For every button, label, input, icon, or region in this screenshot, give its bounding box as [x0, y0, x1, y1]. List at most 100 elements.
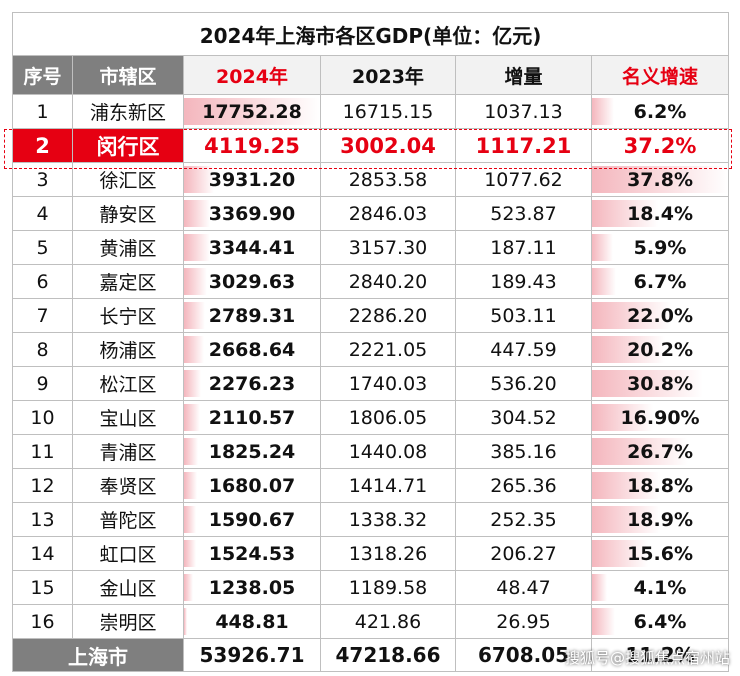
cell-text: 1238.05	[208, 576, 296, 599]
cell: 30.8%	[590, 366, 730, 401]
cell-text: 1825.24	[208, 440, 296, 463]
cell-text: 松江区	[99, 374, 157, 396]
cell: 3344.41	[183, 230, 321, 265]
cell: 15.6%	[590, 536, 730, 571]
cell: 421.86	[320, 604, 456, 639]
cell-text: 7	[36, 304, 49, 327]
cell: 252.35	[455, 502, 592, 537]
data-row: 10 宝山区 2110.57 1806.05 304.52 16.90%	[12, 400, 730, 435]
cell: 17752.28	[183, 94, 321, 129]
cell-text: 22.0%	[627, 304, 693, 327]
cell-text: 385.16	[490, 440, 557, 463]
cell: 304.52	[455, 400, 592, 435]
total-cell: 上海市	[12, 638, 184, 672]
cell-text: 1740.03	[348, 372, 428, 395]
cell: 虹口区	[72, 536, 184, 571]
data-row: 11 青浦区 1825.24 1440.08 385.16 26.7%	[12, 434, 730, 469]
cell: 2110.57	[183, 400, 321, 435]
data-bar	[184, 98, 320, 125]
cell: 徐汇区	[72, 162, 184, 197]
data-row: 15 金山区 1238.05 1189.58 48.47 4.1%	[12, 570, 730, 605]
cell: 189.43	[455, 264, 592, 299]
cell-text: 1338.32	[348, 508, 428, 531]
cell-text: 26.7%	[627, 440, 693, 463]
cell-text: 5.9%	[633, 236, 687, 259]
cell: 7	[12, 298, 73, 333]
cell-text: 2286.20	[348, 304, 428, 327]
cell: 1338.32	[320, 502, 456, 537]
cell-text: 37.2%	[623, 133, 697, 158]
cell: 10	[12, 400, 73, 435]
cell-text: 48.47	[496, 576, 551, 599]
cell: 18.4%	[590, 196, 730, 231]
cell: 1440.08	[320, 434, 456, 469]
cell-text: 2846.03	[348, 202, 428, 225]
cell-text: 1590.67	[208, 508, 296, 531]
cell-text: 1	[36, 100, 49, 123]
cell-text: 304.52	[490, 406, 557, 429]
data-bar	[592, 506, 661, 533]
data-row: 14 虹口区 1524.53 1318.26 206.27 15.6%	[12, 536, 730, 571]
cell-text: 3344.41	[208, 236, 296, 259]
cell-text: 1680.07	[208, 474, 296, 497]
data-bar	[592, 404, 653, 431]
cell: 2853.58	[320, 162, 456, 197]
cell: 1590.67	[183, 502, 321, 537]
cell: 2789.31	[183, 298, 321, 333]
cell: 1524.53	[183, 536, 321, 571]
total-cell: 11.2%	[590, 638, 730, 672]
cell: 1806.05	[320, 400, 456, 435]
data-bar	[184, 200, 210, 227]
cell: 3	[12, 162, 73, 197]
data-bar	[592, 234, 614, 261]
cell-text: 9	[36, 372, 49, 395]
cell-text: 16715.15	[342, 100, 434, 123]
cell: 2846.03	[320, 196, 456, 231]
cell-text: 16.90%	[620, 406, 700, 429]
cell-text: 1117.21	[475, 133, 572, 158]
cell: 嘉定区	[72, 264, 184, 299]
cell: 385.16	[455, 434, 592, 469]
cell-text: 8	[36, 338, 49, 361]
cell-text: 26.95	[496, 610, 551, 633]
cell-text: 1806.05	[348, 406, 428, 429]
cell-text: 杨浦区	[99, 340, 157, 362]
cell-text: 421.86	[354, 610, 422, 633]
cell: 8	[12, 332, 73, 367]
cell-text: 503.11	[490, 304, 557, 327]
cell: 静安区	[72, 196, 184, 231]
data-row: 2 闵行区 4119.25 3002.04 1117.21 37.2%	[12, 128, 730, 163]
cell: 普陀区	[72, 502, 184, 537]
cell: 5	[12, 230, 73, 265]
title-row: 2024年上海市各区GDP(单位：亿元)	[11, 12, 730, 56]
cell: 1037.13	[455, 94, 592, 129]
cell: 13	[12, 502, 73, 537]
cell-text: 15	[30, 576, 55, 599]
gdp-table: 2024年上海市各区GDP(单位：亿元) 序号 市辖区 2024年 2023年 增量 名义…	[11, 12, 730, 672]
cell: 18.8%	[590, 468, 730, 503]
cell: 20.2%	[590, 332, 730, 367]
cell: 崇明区	[72, 604, 184, 639]
data-bar	[592, 302, 672, 329]
cell-text: 18.8%	[627, 474, 693, 497]
cell: 黄浦区	[72, 230, 184, 265]
cell: 3002.04	[320, 128, 456, 163]
cell: 187.11	[455, 230, 592, 265]
data-row: 3 徐汇区 3931.20 2853.58 1077.62 37.8%	[12, 162, 730, 197]
data-bar	[592, 574, 607, 601]
cell: 37.2%	[590, 128, 730, 163]
cell-text: 2789.31	[208, 304, 296, 327]
data-bar	[592, 200, 659, 227]
header-cell: 市辖区	[72, 55, 184, 95]
cell-text: 12	[30, 474, 55, 497]
cell-text: 1524.53	[208, 542, 296, 565]
data-bar	[184, 540, 196, 567]
cell: 1740.03	[320, 366, 456, 401]
cell: 15	[12, 570, 73, 605]
cell-text: 10	[30, 406, 55, 429]
cell-text: 2668.64	[208, 338, 296, 361]
cell: 4.1%	[590, 570, 730, 605]
cell: 2668.64	[183, 332, 321, 367]
data-bar	[592, 98, 615, 125]
cell-text: 2110.57	[208, 406, 296, 429]
